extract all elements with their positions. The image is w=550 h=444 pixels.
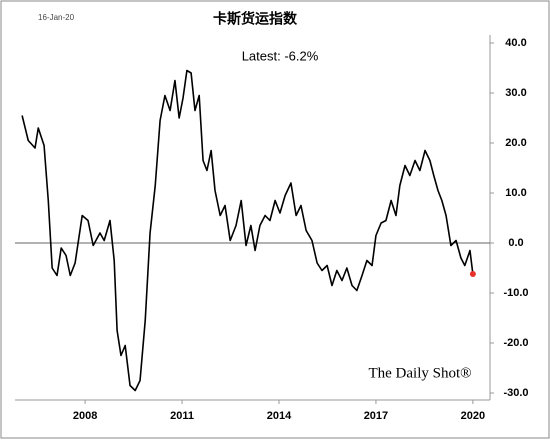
x-tick-label: 2017 xyxy=(364,410,388,422)
date-label: 16-Jan-20 xyxy=(38,13,75,22)
x-tick-label: 2008 xyxy=(73,410,97,422)
chart-subtitle: Latest: -6.2% xyxy=(242,48,319,63)
series-line xyxy=(21,69,474,392)
y-tick-label: 20.0 xyxy=(505,137,526,149)
y-tick-label: -30.0 xyxy=(503,387,528,399)
x-tick-label: 2020 xyxy=(461,410,485,422)
y-tick-label: 40.0 xyxy=(505,37,526,49)
latest-point xyxy=(469,271,476,277)
x-tick-label: 2014 xyxy=(267,410,292,422)
y-tick-label: 0.0 xyxy=(508,237,523,249)
y-tick-label: 30.0 xyxy=(505,87,526,99)
chart-title: 卡斯货运指数 xyxy=(213,11,298,27)
y-tick-label: -20.0 xyxy=(503,337,528,349)
y-tick-label: 10.0 xyxy=(505,187,526,199)
x-tick-label: 2011 xyxy=(170,410,194,422)
y-tick-label: -10.0 xyxy=(503,287,528,299)
source: The Daily Shot® xyxy=(368,365,471,381)
